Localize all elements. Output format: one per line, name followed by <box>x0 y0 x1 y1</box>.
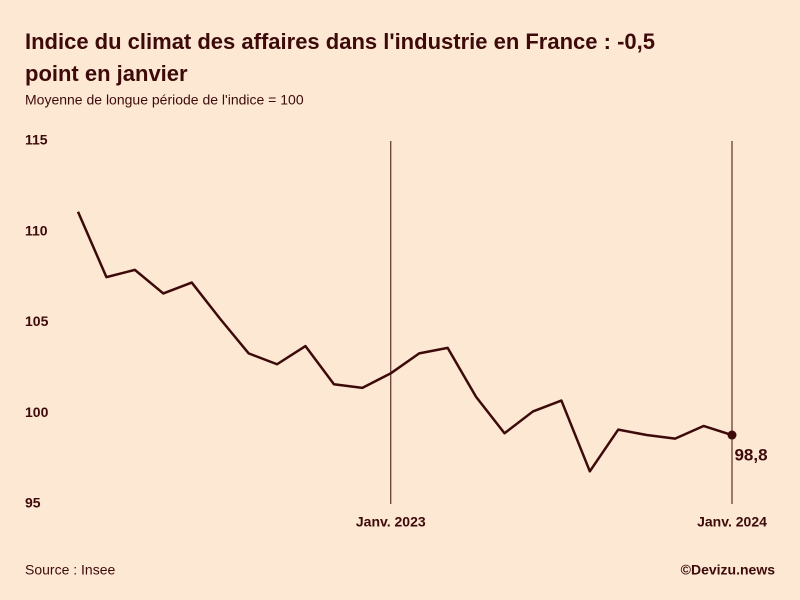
chart-subtitle: Moyenne de longue période de l'indice = … <box>25 92 304 108</box>
y-tick-label: 110 <box>25 222 48 238</box>
value-label: 98,8 <box>734 446 767 465</box>
y-tick-label: 115 <box>25 132 48 148</box>
y-tick-label: 100 <box>25 404 49 420</box>
brand: ©Devizu.news <box>681 562 776 578</box>
line-series <box>76 211 733 473</box>
chart-title: point en janvier <box>25 61 188 86</box>
x-tick-label: Janv. 2023 <box>356 514 426 530</box>
x-tick-label: Janv. 2024 <box>697 514 767 530</box>
source: Source : Insee <box>25 562 115 578</box>
end-point <box>727 430 737 440</box>
y-tick-label: 105 <box>25 313 49 329</box>
y-tick-label: 95 <box>25 495 41 511</box>
chart-title: Indice du climat des affaires dans l'ind… <box>25 29 655 54</box>
